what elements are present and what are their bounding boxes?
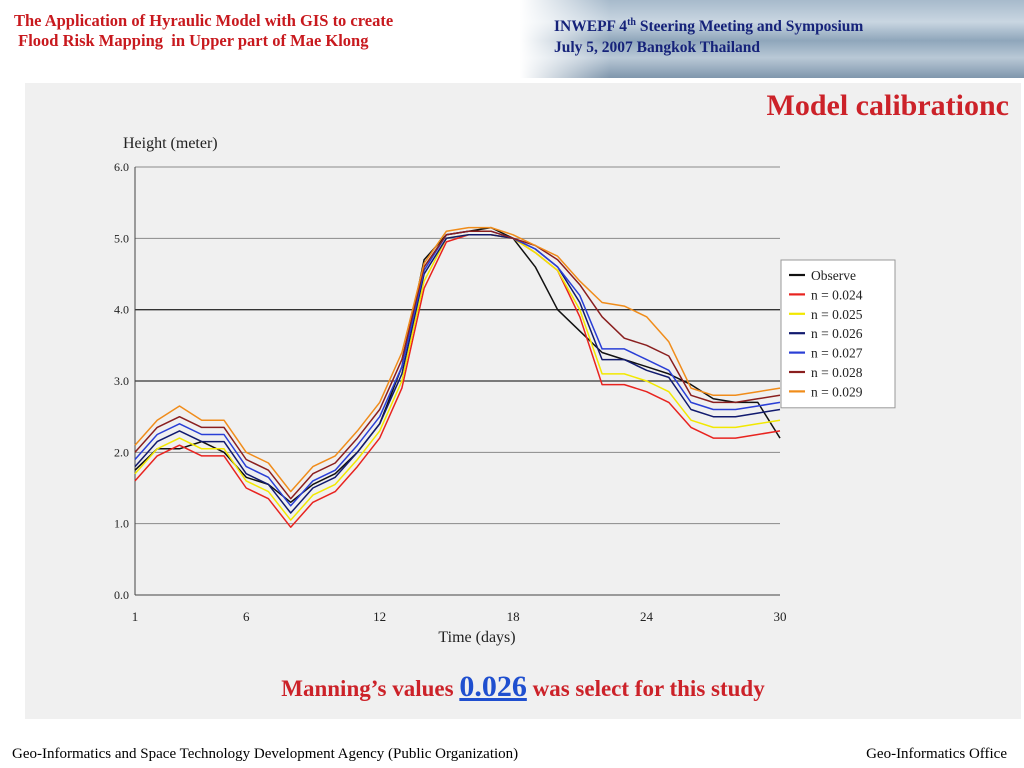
caption: Manning’s values 0.026 was select for th… (25, 670, 1021, 704)
legend-label-4: n = 0.027 (811, 346, 863, 361)
series-line-1 (134, 234, 781, 528)
header-banner: INWEPF 4th Steering Meeting and Symposiu… (520, 0, 1024, 78)
x-tick-label-3: 18 (507, 609, 520, 624)
x-tick-label-0: 1 (132, 609, 139, 624)
calibration-chart: Height (meter) Time (days) 0.0 1.0 2.0 3.0 4… (114, 135, 896, 646)
y-tick-label-4: 4.0 (114, 303, 129, 317)
y-tick-label-3: 3.0 (114, 374, 129, 388)
series-lines (134, 226, 781, 528)
y-axis-label: Height (meter) (123, 135, 218, 152)
y-tick-label-1: 1.0 (114, 517, 129, 531)
legend: Observe n = 0.024 n = 0.025 n = 0.026 n = 0.… (780, 259, 896, 409)
caption-suffix: was select for this study (526, 676, 765, 701)
x-tick-label-4: 24 (640, 609, 654, 624)
x-tick-label-2: 12 (373, 609, 386, 624)
footer-office: Geo-Informatics Office (866, 746, 1007, 762)
header-left-panel: The Application of Hyraulic Model with G… (0, 0, 520, 78)
meeting-info: INWEPF 4th Steering Meeting and Symposiu… (554, 16, 863, 58)
series-line-6 (134, 226, 781, 493)
caption-prefix: Manning’s values (281, 676, 460, 701)
manning-value[interactable]: 0.026 (459, 670, 527, 703)
x-tick-label-5: 30 (774, 609, 787, 624)
y-tick-label-5: 5.0 (114, 231, 129, 245)
meeting-prefix: INWEPF 4 (554, 18, 628, 35)
legend-label-6: n = 0.029 (811, 384, 863, 399)
tick-labels: 0.0 1.0 2.0 3.0 4.0 5.0 6.0 1 6 12 18 24 30 (114, 160, 787, 624)
presentation-title: The Application of Hyraulic Model with G… (14, 11, 394, 50)
meeting-superscript: th (627, 17, 636, 28)
series-line-2 (134, 234, 781, 521)
legend-label-0: Observe (811, 268, 856, 283)
banner-fade (520, 0, 610, 78)
series-line-4 (134, 230, 781, 507)
legend-label-1: n = 0.024 (811, 287, 863, 302)
x-axis-label: Time (days) (438, 629, 515, 646)
slide-title: Model calibrationc (766, 89, 1009, 122)
meeting-date: July 5, 2007 Bangkok Thailand (554, 39, 761, 56)
series-line-3 (134, 234, 781, 514)
axes (134, 167, 780, 596)
legend-label-2: n = 0.025 (811, 307, 863, 322)
meeting-line: INWEPF 4th Steering Meeting and Symposiu… (554, 16, 863, 37)
slide-content: Height (meter) Time (days) 0.0 1.0 2.0 3.0 4… (25, 83, 1021, 719)
legend-label-5: n = 0.028 (811, 365, 863, 380)
meeting-suffix: Steering Meeting and Symposium (635, 18, 864, 35)
footer-organization: Geo-Informatics and Space Technology Dev… (12, 746, 519, 762)
grid-lines (135, 166, 780, 525)
y-tick-label-0: 0.0 (114, 588, 129, 602)
y-tick-label-2: 2.0 (114, 445, 129, 459)
y-tick-label-6: 6.0 (114, 160, 129, 174)
legend-label-3: n = 0.026 (811, 326, 863, 341)
x-tick-label-1: 6 (243, 609, 250, 624)
series-line-5 (134, 230, 781, 500)
